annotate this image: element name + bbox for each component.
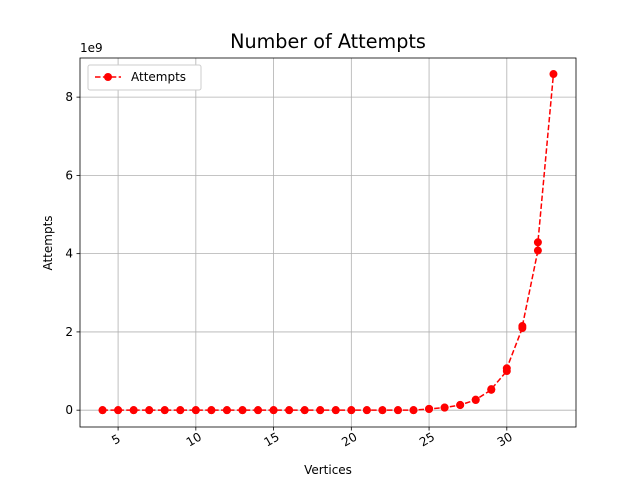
data-point xyxy=(269,406,278,415)
y-tick-label: 0 xyxy=(65,403,73,417)
data-point xyxy=(533,246,542,255)
x-tick-label: 15 xyxy=(261,430,281,450)
y-tick-label: 4 xyxy=(65,247,73,261)
data-point xyxy=(533,238,542,247)
y-axis-label: Attempts xyxy=(41,215,55,270)
data-point xyxy=(393,406,402,415)
data-point xyxy=(129,406,138,415)
data-point xyxy=(378,406,387,415)
data-point xyxy=(549,70,558,79)
data-point xyxy=(176,406,185,415)
data-point xyxy=(160,406,169,415)
x-tick-label: 10 xyxy=(184,430,204,450)
data-point xyxy=(285,406,294,415)
data-point xyxy=(238,406,247,415)
data-point xyxy=(487,385,496,394)
data-point xyxy=(502,364,511,373)
data-point xyxy=(362,406,371,415)
data-point xyxy=(347,406,356,415)
data-point xyxy=(316,406,325,415)
data-point xyxy=(331,406,340,415)
data-point xyxy=(114,406,123,415)
y-tick-label: 2 xyxy=(65,325,73,339)
data-point xyxy=(440,403,449,412)
data-point xyxy=(300,406,309,415)
data-point xyxy=(456,400,465,409)
legend-label: Attempts xyxy=(131,70,186,84)
data-point xyxy=(409,406,418,415)
data-point xyxy=(207,406,216,415)
grid xyxy=(80,58,576,427)
y-tick-label: 6 xyxy=(65,168,73,182)
data-point xyxy=(425,404,434,413)
data-point xyxy=(254,406,263,415)
data-point xyxy=(471,395,480,404)
x-tick-label: 20 xyxy=(339,430,359,450)
data-series xyxy=(98,70,558,415)
legend-box xyxy=(87,64,202,91)
legend-marker xyxy=(104,73,112,81)
legend: Attempts xyxy=(87,64,202,91)
plot-frame xyxy=(79,57,577,428)
data-point xyxy=(222,406,231,415)
chart-title: Number of Attempts xyxy=(230,30,426,53)
data-point xyxy=(191,406,200,415)
y-offset-label: 1e9 xyxy=(80,41,103,55)
x-axis-label: Vertices xyxy=(304,463,352,477)
data-point xyxy=(518,322,527,331)
data-point xyxy=(98,406,107,415)
x-tick-label: 25 xyxy=(417,430,437,450)
x-tick-label: 30 xyxy=(495,430,515,450)
y-tick-label: 8 xyxy=(65,90,73,104)
data-point xyxy=(145,406,154,415)
